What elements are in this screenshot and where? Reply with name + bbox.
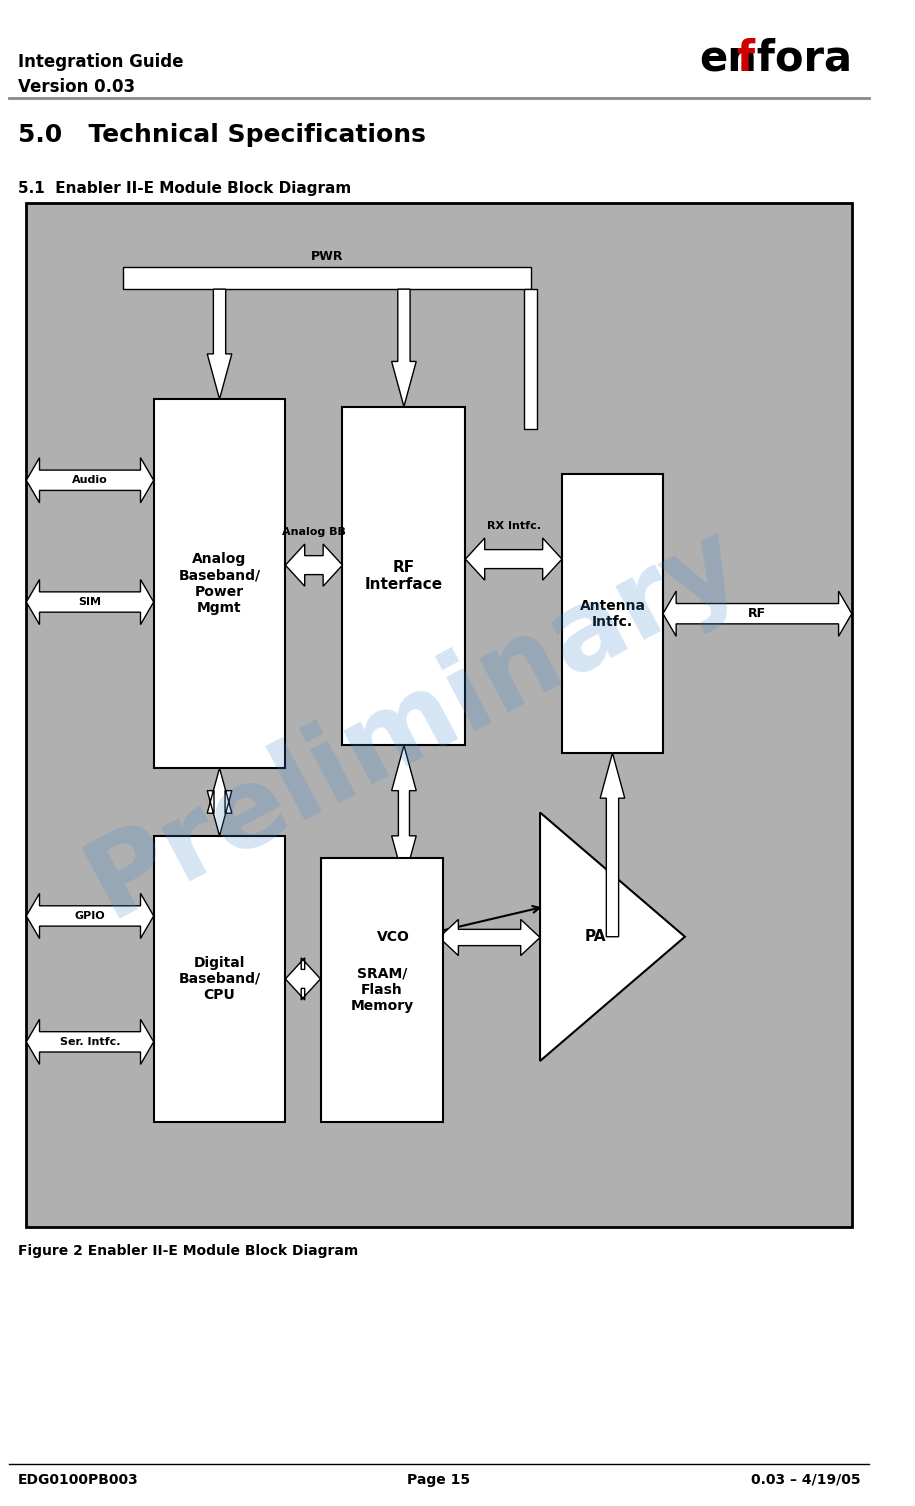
- Text: PWR: PWR: [311, 250, 343, 262]
- Polygon shape: [392, 289, 416, 407]
- Polygon shape: [27, 1020, 154, 1065]
- Text: GPIO: GPIO: [75, 911, 105, 922]
- Text: PA: PA: [585, 929, 606, 944]
- Text: RF
Interface: RF Interface: [365, 560, 443, 592]
- Text: Antenna
Intfc.: Antenna Intfc.: [579, 598, 645, 630]
- Text: f: f: [736, 38, 754, 80]
- Text: Preliminary: Preliminary: [70, 506, 759, 940]
- Polygon shape: [285, 544, 342, 586]
- FancyBboxPatch shape: [27, 203, 852, 1227]
- Text: Audio: Audio: [72, 476, 108, 485]
- FancyBboxPatch shape: [320, 858, 444, 1122]
- Text: Figure 2 Enabler II-E Module Block Diagram: Figure 2 Enabler II-E Module Block Diagr…: [17, 1244, 358, 1258]
- Text: Analog BB: Analog BB: [282, 527, 346, 538]
- Text: 0.03 – 4/19/05: 0.03 – 4/19/05: [751, 1473, 860, 1486]
- Polygon shape: [392, 745, 416, 881]
- Polygon shape: [540, 813, 685, 1060]
- Text: Ser. Intfc.: Ser. Intfc.: [59, 1036, 120, 1047]
- Polygon shape: [439, 919, 540, 956]
- Text: RX Intfc.: RX Intfc.: [487, 521, 541, 532]
- Text: 5.0   Technical Specifications: 5.0 Technical Specifications: [17, 123, 425, 148]
- FancyBboxPatch shape: [342, 407, 466, 745]
- Text: Integration Guide
Version 0.03: Integration Guide Version 0.03: [17, 53, 183, 96]
- Polygon shape: [285, 958, 320, 1000]
- Polygon shape: [27, 580, 154, 625]
- Polygon shape: [466, 538, 562, 580]
- Text: 5.1  Enabler II-E Module Block Diagram: 5.1 Enabler II-E Module Block Diagram: [17, 181, 350, 196]
- Text: SIM: SIM: [79, 596, 102, 607]
- Text: Digital
Baseband/
CPU: Digital Baseband/ CPU: [178, 956, 261, 1001]
- Text: EDG0100PB003: EDG0100PB003: [17, 1473, 138, 1486]
- Polygon shape: [663, 590, 852, 636]
- Text: Page 15: Page 15: [407, 1473, 470, 1486]
- FancyBboxPatch shape: [347, 881, 439, 994]
- Polygon shape: [27, 458, 154, 503]
- FancyBboxPatch shape: [154, 836, 285, 1122]
- FancyBboxPatch shape: [524, 289, 537, 429]
- Polygon shape: [27, 893, 154, 938]
- Text: RF: RF: [748, 607, 767, 620]
- Text: VCO: VCO: [376, 931, 409, 944]
- Polygon shape: [207, 768, 231, 836]
- FancyBboxPatch shape: [562, 474, 663, 753]
- Polygon shape: [600, 753, 625, 937]
- Text: SRAM/
Flash
Memory: SRAM/ Flash Memory: [350, 967, 414, 1014]
- Text: Analog
Baseband/
Power
Mgmt: Analog Baseband/ Power Mgmt: [178, 553, 261, 614]
- FancyBboxPatch shape: [154, 399, 285, 768]
- Text: enfora: enfora: [699, 38, 852, 80]
- Polygon shape: [207, 289, 231, 399]
- FancyBboxPatch shape: [123, 267, 532, 289]
